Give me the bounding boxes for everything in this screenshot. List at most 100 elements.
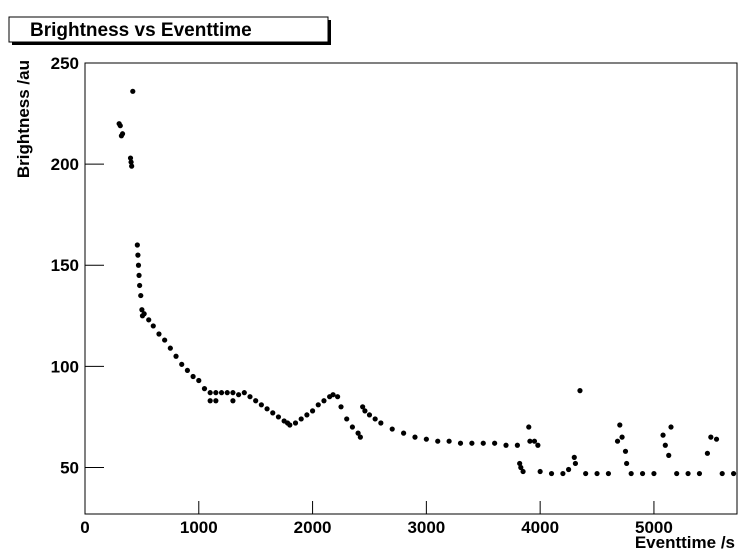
point — [137, 282, 143, 289]
point — [423, 436, 429, 442]
point — [167, 345, 173, 351]
point — [129, 163, 135, 169]
point — [628, 470, 634, 477]
point — [207, 398, 213, 404]
y-tick-label: 200 — [51, 155, 79, 174]
point — [531, 438, 538, 444]
point — [146, 317, 152, 323]
point — [275, 414, 282, 420]
point — [617, 422, 623, 428]
point — [127, 155, 134, 161]
point — [378, 420, 384, 426]
point — [298, 416, 304, 422]
y-tick-label: 250 — [51, 54, 79, 73]
point — [338, 404, 344, 410]
plot-frame — [84, 62, 738, 515]
point — [704, 450, 711, 456]
point — [469, 440, 475, 446]
point — [119, 131, 126, 137]
point — [196, 377, 202, 384]
point — [135, 262, 142, 268]
point — [355, 430, 361, 436]
point — [218, 390, 225, 396]
point — [583, 470, 589, 477]
point — [173, 353, 179, 359]
x-tick-label: 2000 — [294, 518, 332, 537]
point — [713, 436, 720, 442]
point — [141, 311, 147, 317]
point — [605, 470, 612, 477]
point — [138, 292, 144, 299]
point — [190, 373, 196, 380]
point — [535, 442, 541, 448]
point — [619, 434, 625, 440]
point — [150, 323, 156, 329]
point — [321, 398, 327, 404]
point — [128, 159, 134, 165]
point — [668, 424, 674, 430]
point — [179, 361, 185, 367]
point — [287, 422, 293, 428]
point — [480, 440, 486, 446]
point — [213, 398, 219, 404]
point — [136, 272, 142, 278]
point — [730, 470, 737, 477]
point — [315, 402, 321, 408]
point — [224, 390, 230, 396]
point — [660, 432, 666, 438]
point — [685, 470, 691, 477]
point — [258, 402, 264, 408]
x-tick-label: 0 — [80, 518, 89, 537]
point — [304, 412, 310, 418]
point — [517, 460, 523, 467]
point — [537, 468, 543, 475]
x-tick-label: 4000 — [521, 518, 559, 537]
point — [514, 442, 520, 448]
point — [446, 438, 452, 444]
point — [117, 123, 123, 129]
point — [492, 440, 498, 446]
point — [651, 470, 657, 477]
point — [666, 452, 672, 458]
point — [572, 460, 579, 467]
point — [264, 406, 270, 412]
point — [662, 442, 668, 448]
point — [360, 404, 366, 410]
y-tick-label: 150 — [51, 256, 79, 275]
point — [560, 470, 566, 477]
point — [247, 394, 253, 400]
point — [696, 470, 703, 477]
point — [184, 367, 191, 374]
x-tick-label: 3000 — [407, 518, 445, 537]
point — [156, 331, 162, 337]
point — [565, 466, 572, 473]
point — [401, 430, 407, 436]
point — [389, 426, 395, 432]
point — [577, 388, 583, 394]
point — [674, 470, 680, 477]
point — [412, 434, 418, 440]
point — [134, 242, 140, 248]
y-tick-label: 100 — [51, 357, 79, 376]
point — [230, 390, 236, 396]
point — [309, 408, 316, 414]
point — [520, 468, 526, 475]
point — [548, 470, 555, 477]
point — [270, 410, 276, 416]
point — [330, 392, 336, 398]
point — [253, 398, 259, 404]
point — [241, 390, 247, 396]
point — [139, 307, 145, 313]
point — [162, 337, 168, 343]
point — [503, 442, 509, 448]
point — [719, 470, 725, 477]
point — [594, 470, 600, 477]
point — [292, 420, 299, 426]
point — [207, 390, 213, 396]
point — [571, 454, 577, 460]
y-tick-label: 50 — [60, 458, 79, 477]
point — [230, 398, 236, 404]
point — [236, 392, 242, 398]
point — [213, 390, 219, 396]
point — [135, 252, 141, 258]
